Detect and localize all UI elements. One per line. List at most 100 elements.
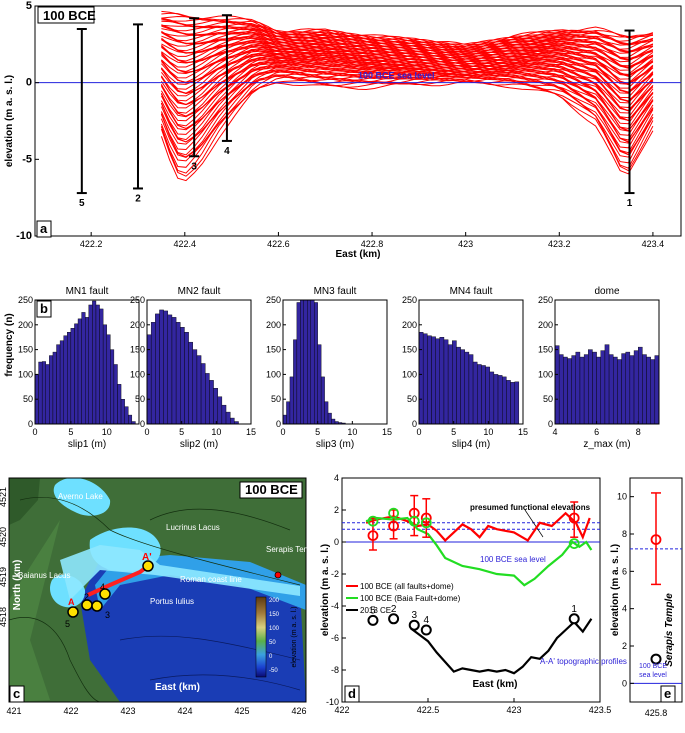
map-x-tick-label: 424 [177,706,192,716]
panel-d-legend: 100 BCE (all faults+dome) 100 BCE (Baia … [346,582,461,615]
red-marker [650,534,662,545]
panel-d-annotation: presumed functional elevations [470,503,591,512]
panel-e-sea-label-1: 100 BCE [639,663,667,670]
map-label-portus: Portus Iulius [150,597,194,606]
histogram-bar [92,300,97,425]
histogram-bar [489,371,495,425]
histogram-frame [34,299,140,425]
histogram-bar [447,344,453,425]
map-badge-box [239,481,303,499]
map-x-tick-label: 426 [291,706,306,716]
x-tick-label: 0 [32,427,37,437]
histogram-title: MN3 fault [314,286,357,297]
histogram-bar [102,324,107,425]
error-bar-label: 3 [191,161,197,172]
profile-line [160,74,654,159]
panel-a-sea-level-label: 100 BCE sea level [358,71,435,81]
black-marker-label: 1 [571,604,577,615]
map-label-a-prime: A' [142,552,152,563]
histogram-bar [120,399,125,425]
panel-c-map: 100 BCE Averno Lake Lucrinus Lacus Serap… [0,477,322,716]
y-tick-label: 0 [334,537,339,547]
series-line [410,618,593,675]
black-marker [408,619,420,631]
histogram-bar [209,380,214,425]
histogram-bar [88,304,93,425]
panel-b-label-box [36,300,52,318]
histogram-bar [510,382,515,425]
y-tick-label: 150 [18,345,33,355]
panel-b-y-axis-label: frequency (n) [4,313,15,376]
panel-d-label: d [348,686,356,701]
profile-line [161,30,654,61]
colorbar-tick-label: 0 [269,654,273,660]
annotation-pointer [524,509,544,538]
map-label-3: 3 [105,610,110,620]
y-tick-label: 250 [402,295,417,305]
histogram-frame [282,299,388,425]
y-tick-label: 0 [26,77,32,89]
histogram-bar [296,302,301,425]
map-x-tick-label: 421 [6,706,21,716]
map-north-label: North (km) [12,560,23,611]
map-panel-label: c [13,686,20,701]
red-marker [388,520,400,532]
panel-e-label: e [664,686,671,701]
histogram-bar [633,350,639,425]
x-tick-label: 8 [636,427,641,437]
panel-a-x-axis-label: East (km) [335,249,380,260]
y-tick-label: 0 [140,419,145,429]
histogram-bar [282,414,287,425]
black-marker [420,624,432,636]
x-tick-label: 5 [179,427,184,437]
panel-e-sea-label-2: sea level [639,672,667,679]
y-tick-label: -8 [331,665,339,675]
x-tick-label: 423 [506,705,521,715]
histogram-bar [443,339,449,425]
histogram-bar [431,336,436,425]
profile-line [160,52,654,102]
profile-line [161,10,654,46]
histogram-bar [435,338,441,425]
histogram-2: MN2 fault 0 5 10 15 slip2 (m) 0 50 100 150 200 250 [130,286,256,450]
histogram-bar [184,332,189,425]
panel-e-y-axis-label: elevation (m a. s. l.) [610,544,621,636]
histogram-frame [554,299,660,425]
map-y-tick-label: 4521 [0,487,8,507]
y-tick-label: 250 [130,295,145,305]
green-marker [388,507,400,519]
histogram-bar [213,388,218,425]
map-y-tick-label: 4519 [0,567,8,587]
y-tick-label: 10 [617,492,627,502]
profile-line [161,41,654,77]
x-tick-label: 423.4 [642,239,665,249]
x-tick-label: 422.8 [361,239,384,249]
y-tick-label: 50 [543,394,553,404]
histogram-bar [604,344,610,425]
histogram-bar [180,327,185,425]
histogram-bar [592,351,597,425]
histogram-bar [460,349,465,425]
histogram-x-label: z_max (m) [583,439,630,450]
map-contour-2 [9,617,101,702]
y-tick-label: 6 [622,566,627,576]
histogram-bar [642,354,647,425]
error-bar-label: 4 [224,146,230,157]
histogram-title: MN4 fault [450,286,493,297]
y-tick-label: -10 [326,697,339,707]
map-contour-4 [149,674,301,691]
panel-a-x-ticks: 422.2 422.4 422.6 422.8 423 423.2 423.4 [80,232,664,249]
x-tick-label: 10 [347,427,357,437]
x-tick-label: 4 [552,427,557,437]
map-dark-hills [9,478,40,525]
y-tick-label: 250 [538,295,553,305]
map-label-5: 5 [65,619,70,629]
x-tick-label: 0 [416,427,421,437]
histogram-x-label: slip4 (m) [452,439,490,450]
green-marker [367,515,379,527]
histogram-bar [52,351,57,425]
map-label-coast: Roman coast line [180,575,242,584]
y-tick-label: 50 [407,394,417,404]
